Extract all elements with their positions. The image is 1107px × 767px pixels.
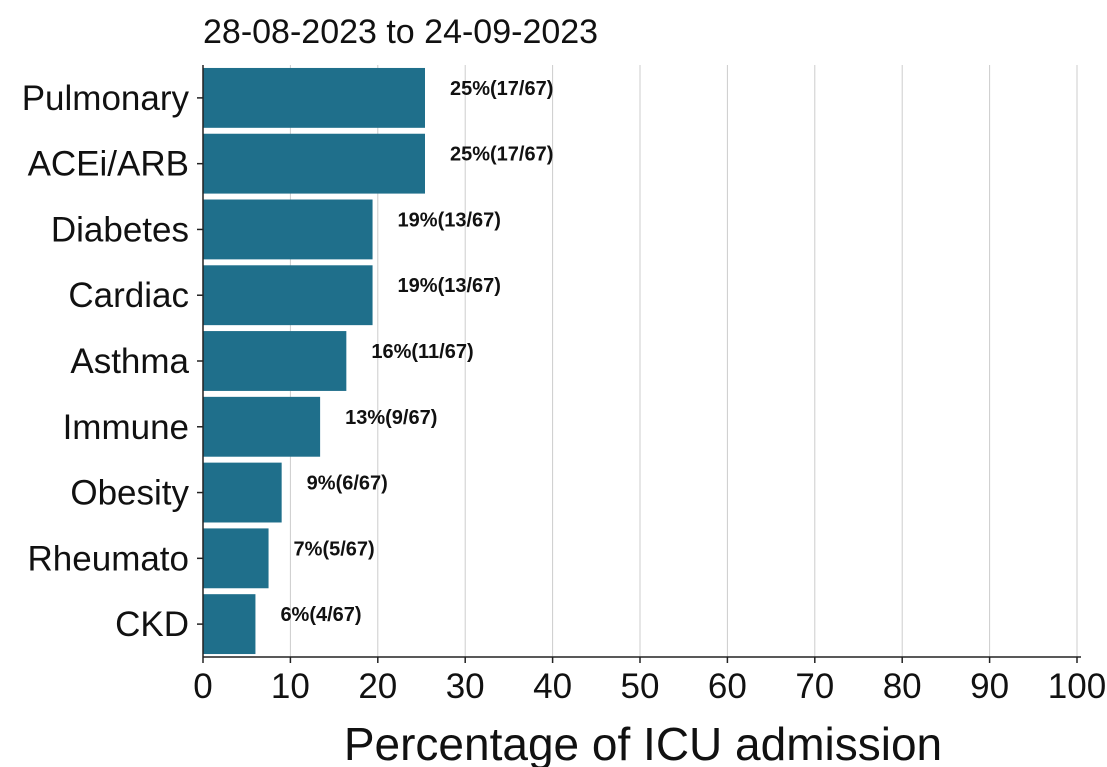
data-labels: 25%(17/67) 25%(17/67) 19%(13/67) 19%(13/67)… bbox=[280, 78, 553, 626]
x-axis-title: Percentage of ICU admission bbox=[344, 718, 942, 767]
bar bbox=[203, 396, 321, 457]
x-tick-label: 20 bbox=[358, 667, 397, 706]
category-label: Pulmonary bbox=[22, 79, 190, 118]
category-label: Immune bbox=[63, 408, 189, 447]
category-label: Diabetes bbox=[51, 210, 189, 249]
x-tick-labels: 0 10 20 30 40 50 60 70 80 90 100 bbox=[193, 667, 1106, 706]
category-label: Asthma bbox=[70, 342, 189, 381]
x-tick-label: 40 bbox=[533, 667, 572, 706]
x-tick-label: 50 bbox=[621, 667, 660, 706]
data-label: 19%(13/67) bbox=[398, 209, 501, 231]
bar bbox=[203, 528, 269, 589]
x-tick-label: 0 bbox=[193, 667, 212, 706]
category-label: ACEi/ARB bbox=[28, 145, 189, 184]
category-label: Rheumato bbox=[28, 539, 189, 578]
bar bbox=[203, 199, 373, 260]
bars bbox=[203, 67, 425, 655]
x-tick-label: 60 bbox=[708, 667, 747, 706]
category-label: Cardiac bbox=[68, 276, 189, 315]
bar bbox=[203, 331, 347, 391]
category-label: Obesity bbox=[70, 474, 189, 513]
data-label: 13%(9/67) bbox=[345, 407, 437, 429]
category-labels: Pulmonary ACEi/ARB Diabetes Cardiac Asthma Im… bbox=[22, 79, 190, 644]
bar bbox=[203, 462, 282, 523]
bar bbox=[203, 67, 425, 128]
bar bbox=[203, 265, 373, 326]
data-label: 7%(5/67) bbox=[294, 538, 375, 560]
x-tick-label: 80 bbox=[883, 667, 922, 706]
data-label: 9%(6/67) bbox=[307, 473, 388, 495]
data-label: 19%(13/67) bbox=[398, 275, 501, 297]
x-tick-label: 30 bbox=[446, 667, 485, 706]
data-label: 25%(17/67) bbox=[450, 78, 553, 100]
chart-title: 28-08-2023 to 24-09-2023 bbox=[203, 13, 598, 51]
data-label: 25%(17/67) bbox=[450, 144, 553, 166]
data-label: 16%(11/67) bbox=[371, 341, 473, 363]
x-tick-label: 90 bbox=[970, 667, 1009, 706]
x-tick-label: 70 bbox=[795, 667, 834, 706]
bar bbox=[203, 133, 425, 194]
category-label: CKD bbox=[115, 605, 189, 644]
axes bbox=[197, 65, 1081, 663]
data-label: 6%(4/67) bbox=[280, 604, 361, 626]
x-tick-label: 10 bbox=[271, 667, 310, 706]
x-tick-label: 100 bbox=[1048, 667, 1106, 706]
bar bbox=[203, 594, 256, 655]
